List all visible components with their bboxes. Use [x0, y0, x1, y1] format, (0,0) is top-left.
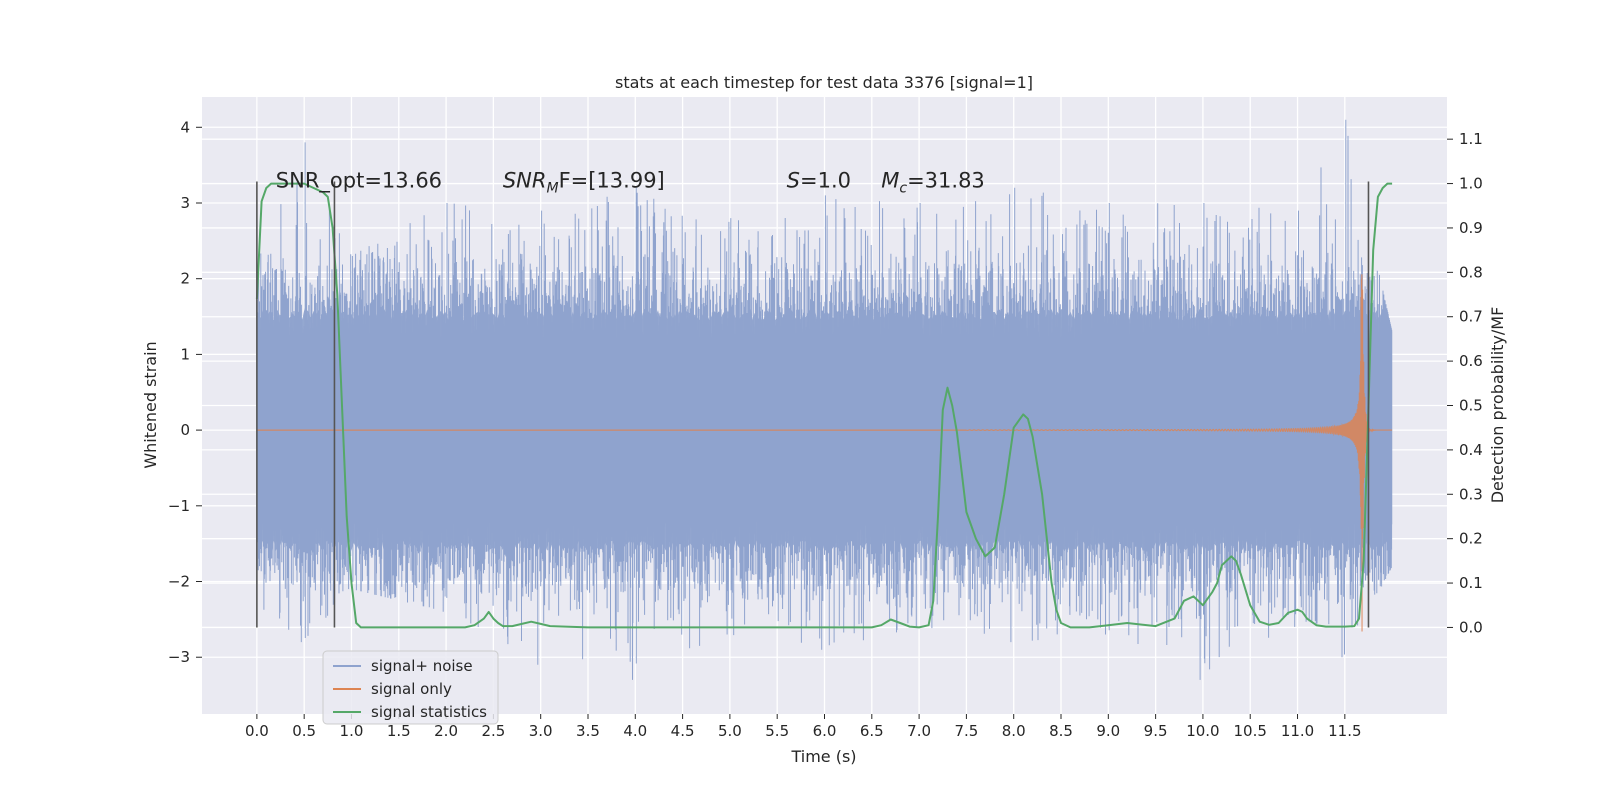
- x-tick-label: 0.0: [245, 722, 269, 740]
- x-tick-label: 7.0: [907, 722, 931, 740]
- x-tick-label: 3.0: [529, 722, 553, 740]
- y-left-tick-label: 0: [180, 421, 190, 439]
- x-tick-label: 5.5: [765, 722, 789, 740]
- y-left-tick-label: 1: [180, 345, 190, 363]
- y-left-tick-label: −2: [168, 573, 190, 591]
- annotation-mc: Mc=31.83: [881, 168, 985, 196]
- legend-label: signal+ noise: [371, 657, 473, 675]
- y-right-tick-label: 0.7: [1459, 308, 1483, 326]
- x-tick-label: 10.5: [1234, 722, 1267, 740]
- x-tick-label: 1.5: [387, 722, 411, 740]
- x-tick-label: 6.0: [813, 722, 837, 740]
- annotation-s: S=1.0: [787, 168, 851, 192]
- legend-label: signal only: [371, 680, 452, 698]
- y-right-tick-label: 0.3: [1459, 485, 1483, 503]
- x-tick-label: 9.5: [1144, 722, 1168, 740]
- x-tick-label: 1.0: [340, 722, 364, 740]
- y-right-tick-label: 1.0: [1459, 175, 1483, 193]
- x-tick-label: 8.5: [1049, 722, 1073, 740]
- y-right-tick-label: 0.0: [1459, 618, 1483, 636]
- y-right-tick-label: 0.6: [1459, 352, 1483, 370]
- x-tick-label: 7.5: [954, 722, 978, 740]
- x-tick-label: 8.0: [1002, 722, 1026, 740]
- x-tick-label: 11.0: [1281, 722, 1314, 740]
- signal-layer: [256, 274, 1393, 632]
- marker-layer: [256, 181, 1370, 628]
- y-right-tick-label: 0.1: [1459, 574, 1483, 592]
- x-tick-label: 9.0: [1096, 722, 1120, 740]
- ticks-layer: 0.0 0.5 1.0 1.5 2.0 2.5 3.0 3.5 4.0 4.5 5.0 5.5 6.0 6…: [168, 118, 1483, 740]
- x-tick-label: 3.5: [576, 722, 600, 740]
- x-axis-title: Time (s): [790, 747, 856, 766]
- x-tick-label: 2.0: [434, 722, 458, 740]
- y-right-axis-title: Detection probability/MF: [1488, 307, 1507, 504]
- signal-statistics-line: [255, 182, 1393, 629]
- x-tick-label: 4.0: [623, 722, 647, 740]
- x-tick-label: 4.5: [671, 722, 695, 740]
- x-tick-label: 10.0: [1186, 722, 1219, 740]
- y-left-axis-title: Whitened strain: [141, 341, 160, 468]
- y-right-tick-label: 0.5: [1459, 397, 1483, 415]
- legend: signal+ noise signal only signal statistic…: [322, 650, 499, 725]
- stats-layer: [255, 182, 1393, 629]
- y-right-tick-label: 0.2: [1459, 530, 1483, 548]
- y-left-tick-label: 2: [180, 270, 190, 288]
- y-left-tick-label: −3: [168, 648, 190, 666]
- x-tick-label: 11.5: [1328, 722, 1361, 740]
- x-tick-label: 2.5: [481, 722, 505, 740]
- legend-label: signal statistics: [371, 703, 487, 721]
- x-tick-label: 0.5: [292, 722, 316, 740]
- y-right-tick-label: 1.1: [1459, 130, 1483, 148]
- x-tick-label: 6.5: [860, 722, 884, 740]
- y-left-tick-label: 3: [180, 194, 190, 212]
- y-right-tick-label: 0.9: [1459, 219, 1483, 237]
- y-left-tick-label: 4: [180, 118, 190, 136]
- chart-title: stats at each timestep for test data 337…: [615, 73, 1033, 92]
- y-left-tick-label: −1: [168, 497, 190, 515]
- y-right-tick-label: 0.4: [1459, 441, 1483, 459]
- legend-box: [322, 650, 499, 725]
- annotation-layer: SNR_opt=13.66 SNRMF=[13.99] S=1.0 Mc=31.83: [276, 168, 985, 196]
- annotation-snr-mf: SNRMF=[13.99]: [503, 168, 665, 196]
- x-tick-label: 5.0: [718, 722, 742, 740]
- annotation-snr-opt: SNR_opt=13.66: [276, 168, 442, 193]
- y-right-tick-label: 0.8: [1459, 263, 1483, 281]
- signal-only-line: [966, 274, 1393, 632]
